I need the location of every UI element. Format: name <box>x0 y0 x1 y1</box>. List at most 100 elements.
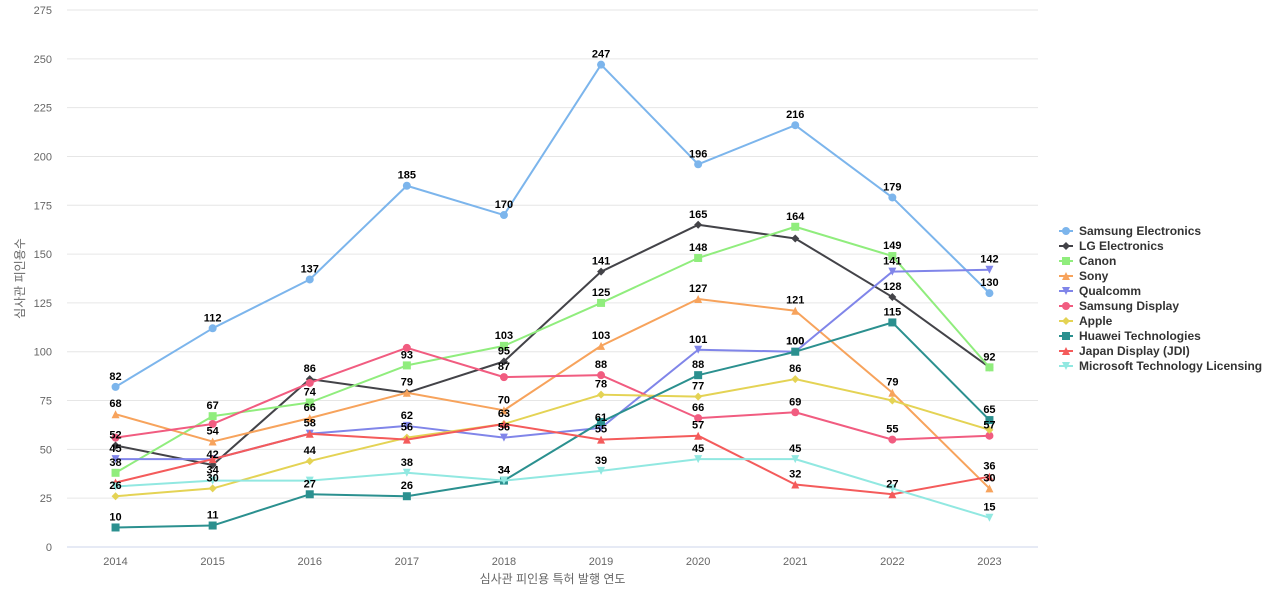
data-point[interactable] <box>402 388 411 397</box>
data-point[interactable] <box>985 265 994 274</box>
data-point[interactable] <box>499 373 508 382</box>
legend-symbol-marker[interactable] <box>1062 317 1070 325</box>
data-point[interactable] <box>888 193 897 202</box>
data-point[interactable] <box>694 220 703 229</box>
data-point[interactable] <box>597 371 606 380</box>
data-point[interactable] <box>985 363 994 372</box>
data-point[interactable] <box>499 341 508 350</box>
data-point[interactable] <box>888 267 897 276</box>
data-point[interactable] <box>305 275 314 284</box>
data-point[interactable] <box>208 521 217 530</box>
data-point[interactable] <box>791 455 800 464</box>
data-point[interactable] <box>305 476 314 485</box>
data-point[interactable] <box>305 398 314 407</box>
legend-item[interactable]: Apple <box>1059 314 1113 328</box>
legend-symbol-marker[interactable] <box>1062 332 1070 340</box>
data-point[interactable] <box>888 318 897 327</box>
legend-symbol-marker[interactable] <box>1062 362 1070 370</box>
data-point[interactable] <box>694 345 703 354</box>
series-line[interactable] <box>115 298 991 490</box>
data-point[interactable] <box>111 523 120 532</box>
legend-item[interactable]: Qualcomm <box>1059 284 1141 298</box>
data-point[interactable] <box>111 433 120 442</box>
legend-item[interactable]: Sony <box>1059 269 1109 283</box>
data-point[interactable] <box>694 295 703 304</box>
data-point[interactable] <box>888 396 897 405</box>
data-point[interactable] <box>791 234 800 243</box>
data-point[interactable] <box>111 482 120 491</box>
data-point[interactable] <box>402 421 411 430</box>
data-point[interactable] <box>597 341 606 350</box>
data-point[interactable] <box>791 480 800 489</box>
data-point[interactable] <box>111 455 120 464</box>
data-point[interactable] <box>499 406 508 415</box>
data-point[interactable] <box>305 429 314 438</box>
data-point[interactable] <box>499 357 508 366</box>
data-point[interactable] <box>305 378 314 387</box>
series-canon[interactable] <box>111 222 994 477</box>
data-point[interactable] <box>305 414 314 423</box>
legend-symbol-marker[interactable] <box>1062 287 1070 295</box>
data-point[interactable] <box>111 441 120 450</box>
data-point[interactable] <box>111 382 120 391</box>
data-point[interactable] <box>208 419 217 428</box>
data-point[interactable] <box>111 468 120 477</box>
data-point[interactable] <box>111 492 120 501</box>
data-point[interactable] <box>888 435 897 444</box>
data-point[interactable] <box>208 455 217 464</box>
legend-symbol-marker[interactable] <box>1062 257 1070 265</box>
data-point[interactable] <box>111 410 120 419</box>
data-point[interactable] <box>402 492 411 501</box>
data-point[interactable] <box>305 457 314 466</box>
data-point[interactable] <box>402 468 411 477</box>
data-point[interactable] <box>888 490 897 499</box>
data-point[interactable] <box>597 60 606 69</box>
data-point[interactable] <box>888 484 897 493</box>
series-line[interactable] <box>115 346 990 441</box>
data-point[interactable] <box>597 466 606 475</box>
data-point[interactable] <box>985 484 994 493</box>
legend-item[interactable]: Samsung Display <box>1059 299 1179 313</box>
series-line[interactable] <box>115 63 991 388</box>
legend-symbol-marker[interactable] <box>1062 242 1070 250</box>
legend-symbol-marker[interactable] <box>1062 347 1070 355</box>
data-point[interactable] <box>305 490 314 499</box>
data-point[interactable] <box>208 484 217 493</box>
data-point[interactable] <box>597 298 606 307</box>
data-point[interactable] <box>791 375 800 384</box>
data-point[interactable] <box>985 425 994 434</box>
data-point[interactable] <box>985 513 994 522</box>
data-point[interactable] <box>208 324 217 333</box>
series-line[interactable] <box>115 321 991 529</box>
data-point[interactable] <box>791 306 800 315</box>
data-point[interactable] <box>597 418 606 427</box>
legend-item[interactable]: LG Electronics <box>1059 239 1164 253</box>
series-line[interactable] <box>115 378 990 498</box>
legend-item[interactable]: Samsung Electronics <box>1059 224 1201 238</box>
data-point[interactable] <box>499 476 508 485</box>
series-samsung-electronics[interactable] <box>111 60 994 391</box>
data-point[interactable] <box>888 252 897 261</box>
data-point[interactable] <box>402 343 411 352</box>
series-microsoft-technology-licensing[interactable] <box>111 455 994 522</box>
data-point[interactable] <box>597 267 606 276</box>
data-point[interactable] <box>499 419 508 428</box>
data-point[interactable] <box>499 433 508 442</box>
series-line[interactable] <box>115 225 991 474</box>
data-point[interactable] <box>402 181 411 190</box>
legend-item[interactable]: Japan Display (JDI) <box>1059 344 1190 358</box>
data-point[interactable] <box>402 361 411 370</box>
legend-item[interactable]: Huawei Technologies <box>1059 329 1201 343</box>
data-point[interactable] <box>208 437 217 446</box>
legend-item[interactable]: Microsoft Technology Licensing <box>1059 359 1262 373</box>
data-point[interactable] <box>694 414 703 423</box>
data-point[interactable] <box>694 455 703 464</box>
data-point[interactable] <box>791 408 800 417</box>
data-point[interactable] <box>985 289 994 298</box>
data-point[interactable] <box>694 160 703 169</box>
series-huawei-technologies[interactable] <box>111 318 994 532</box>
data-point[interactable] <box>985 431 994 440</box>
data-point[interactable] <box>597 435 606 444</box>
series-line[interactable] <box>115 458 990 519</box>
